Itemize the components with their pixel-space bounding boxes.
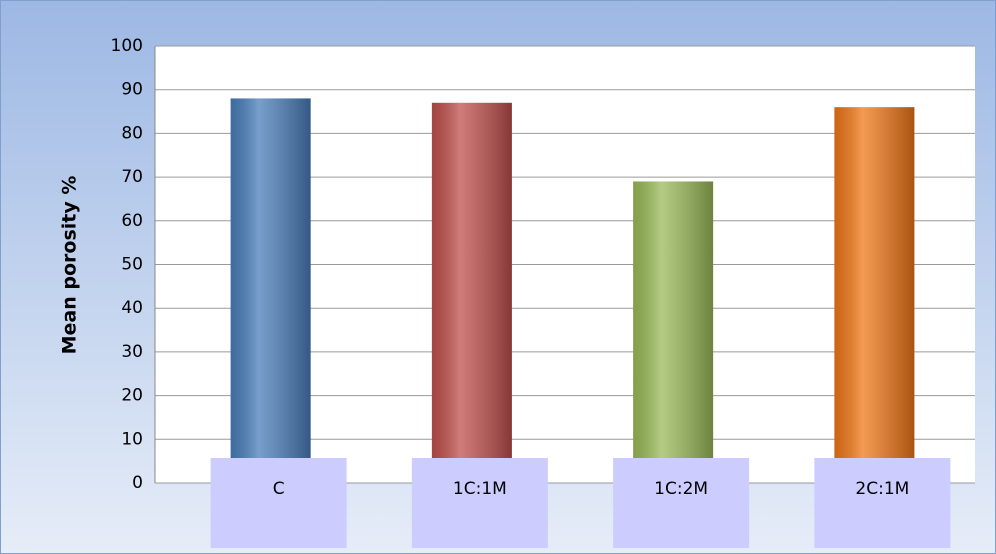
x-tick-label: C — [273, 479, 285, 499]
y-tick-label: 10 — [121, 429, 143, 449]
y-tick-label: 50 — [121, 255, 143, 275]
y-tick-label: 30 — [121, 342, 143, 362]
category-box — [411, 458, 548, 548]
x-tick-label: 1C:1M — [453, 479, 507, 499]
y-tick-label: 70 — [121, 167, 143, 187]
y-tick-label: 20 — [121, 386, 143, 406]
y-tick-label: 40 — [121, 298, 143, 318]
bar-shading — [834, 107, 915, 484]
bar-shading — [633, 181, 714, 483]
y-tick-label: 100 — [111, 36, 143, 56]
x-tick-label: 2C:1M — [855, 479, 909, 499]
bar-shading — [431, 102, 512, 483]
y-tick-label: 80 — [121, 123, 143, 143]
category-box — [814, 458, 951, 548]
bar-shading — [230, 98, 311, 483]
x-tick-label: 1C:2M — [654, 479, 708, 499]
y-axis-label: Mean porosity % — [59, 176, 81, 355]
category-box — [210, 458, 347, 548]
y-tick-label: 60 — [121, 211, 143, 231]
category-box — [613, 458, 750, 548]
y-tick-label: 90 — [121, 80, 143, 100]
y-tick-label: 0 — [132, 473, 143, 493]
